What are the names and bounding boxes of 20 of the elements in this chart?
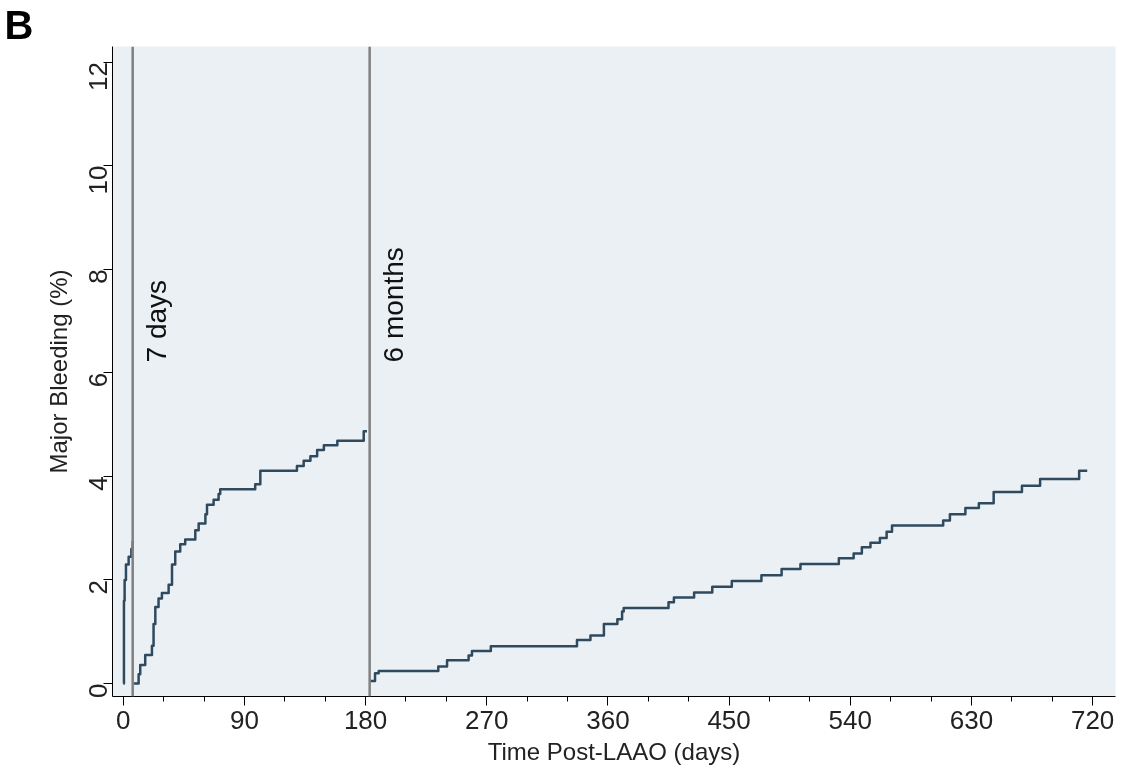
y-tick-label: 4	[83, 476, 114, 491]
ref-line-label: 7 days	[140, 279, 172, 363]
x-tick-label: 270	[465, 704, 509, 735]
y-tick-label: 2	[83, 579, 114, 595]
y-tick-label: 10	[83, 165, 114, 195]
y-tick-label: 12	[83, 62, 114, 91]
y-tick-label: 6	[83, 372, 114, 388]
ref-line-label: 6 months	[377, 247, 409, 363]
x-axis-title: Time Post-LAAO (days)	[487, 737, 741, 765]
x-tick-label: 630	[949, 704, 994, 735]
y-axis-title: Major Bleeding (%)	[44, 269, 72, 474]
x-tick-label: 90	[229, 704, 259, 735]
y-tick-label: 0	[83, 683, 114, 699]
x-tick-label: 360	[586, 704, 630, 735]
y-tick-label: 8	[83, 269, 114, 284]
x-tick-label: 540	[828, 704, 872, 735]
text: B	[4, 2, 34, 47]
x-tick-label: 720	[1070, 704, 1115, 735]
x-tick-label: 450	[707, 704, 751, 735]
x-tick-label: 180	[343, 704, 388, 735]
